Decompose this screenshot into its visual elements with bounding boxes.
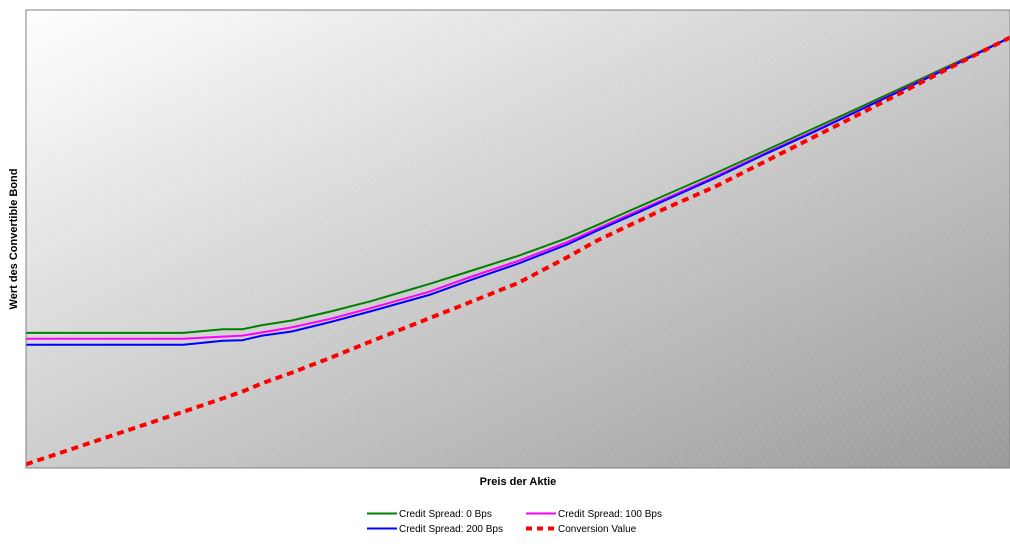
- series-line-conversion-value: [26, 35, 1010, 467]
- y-axis-title: Wert des Convertible Bond: [8, 169, 20, 310]
- legend-label: Credit Spread: 100 Bps: [558, 509, 662, 520]
- plot-texture: [26, 10, 1010, 468]
- series-credit-spread-0-bps: [26, 36, 1010, 334]
- plot-border: [25, 9, 1010, 469]
- legend-label: Conversion Value: [558, 524, 637, 535]
- legend-label: Credit Spread: 0 Bps: [399, 509, 492, 520]
- series-credit-spread-200-bps: [26, 36, 1010, 346]
- legend: Credit Spread: 0 Bps Credit Spread: 100 B…: [367, 509, 662, 535]
- series-layer: [26, 35, 1010, 467]
- legend-item-credit-spread-200-bps: Credit Spread: 200 Bps: [367, 524, 503, 535]
- legend-item-conversion-value: Conversion Value: [526, 524, 637, 535]
- series-line-credit-spread-0-bps: [26, 36, 1010, 334]
- legend-item-credit-spread-100-bps: Credit Spread: 100 Bps: [526, 509, 662, 520]
- legend-label: Credit Spread: 200 Bps: [399, 524, 503, 535]
- series-conversion-value: [26, 35, 1010, 467]
- series-line-credit-spread-200-bps: [26, 36, 1010, 346]
- x-axis-title: Preis der Aktie: [480, 476, 557, 488]
- legend-item-credit-spread-0-bps: Credit Spread: 0 Bps: [367, 509, 492, 520]
